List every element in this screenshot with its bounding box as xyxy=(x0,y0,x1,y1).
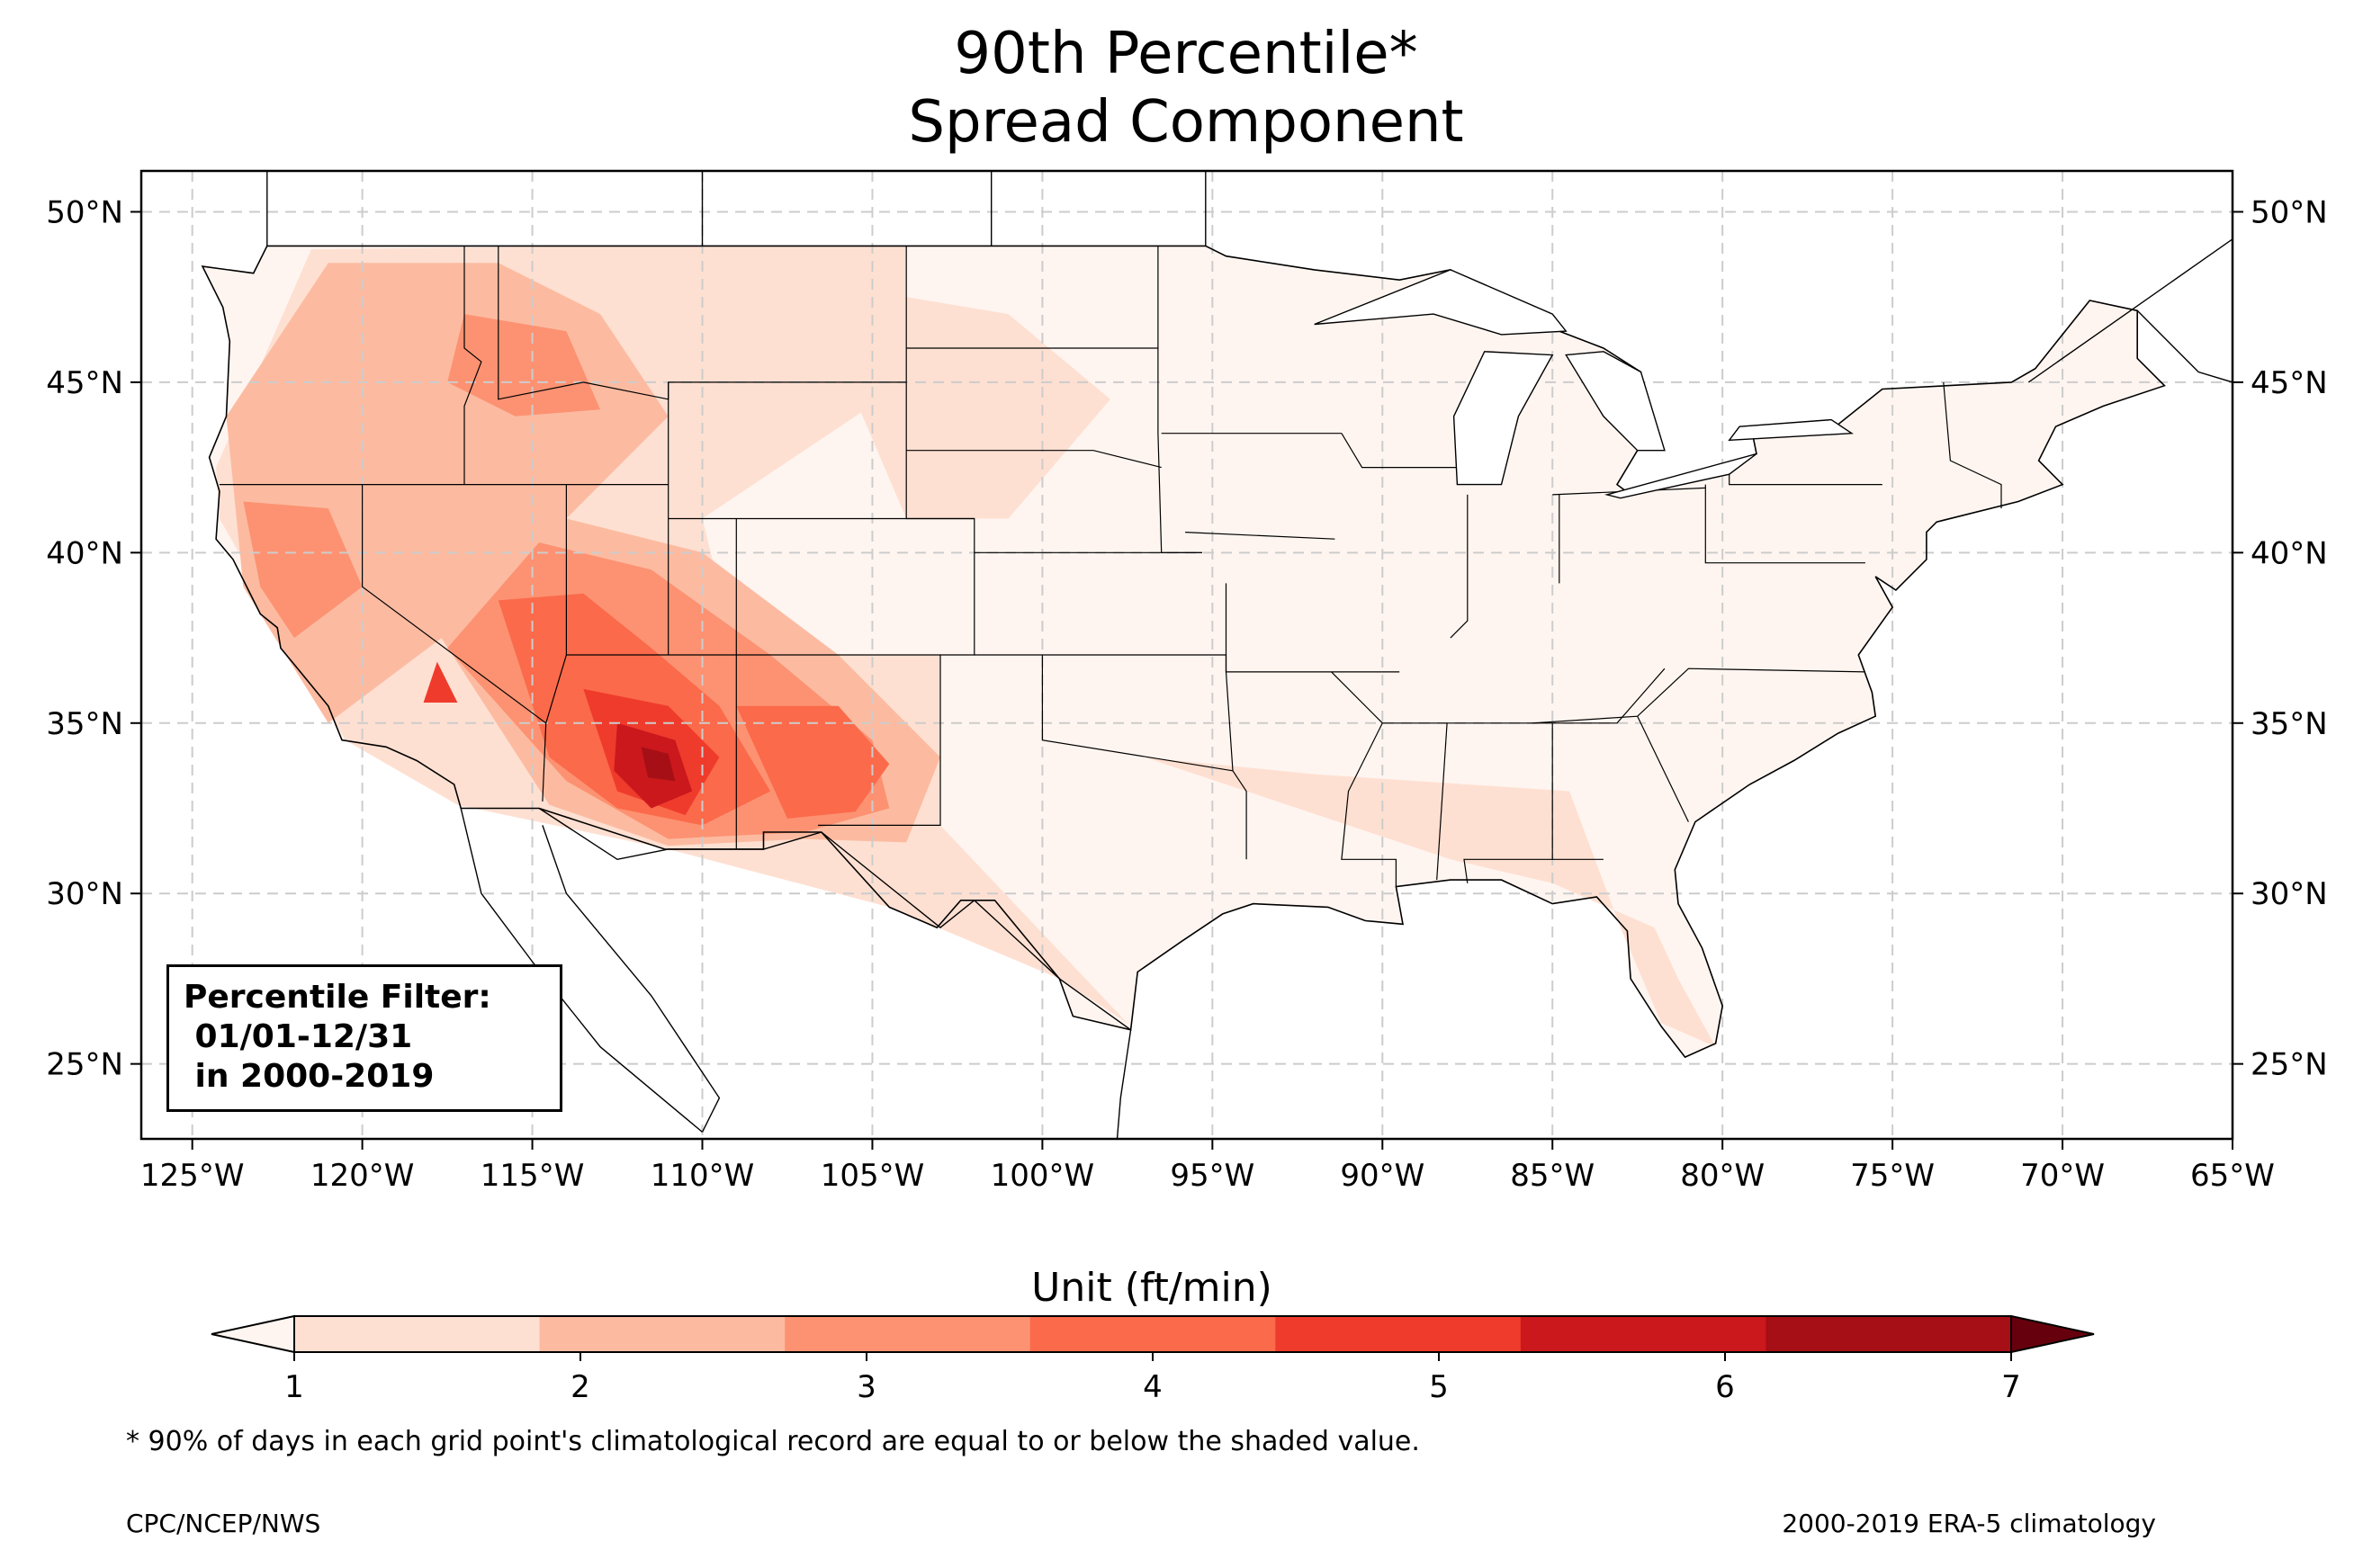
colorbar xyxy=(211,1314,2095,1354)
colorbar-segment xyxy=(539,1316,786,1352)
filter-box-line1: Percentile Filter: xyxy=(184,979,491,1016)
longitude-tick-labels: 125°W 120°W 115°W 110°W 105°W 100°W 95°W 90°W 85… xyxy=(140,1139,2275,1194)
state-border xyxy=(498,246,907,400)
lon-tick-label: 75°W xyxy=(1850,1158,1935,1194)
colorbar-tick-label: 2 xyxy=(571,1369,590,1405)
credit-left: CPC/NCEP/NWS xyxy=(126,1509,321,1538)
lon-tick-label: 125°W xyxy=(140,1158,245,1194)
state-border xyxy=(362,484,547,724)
shade-region-2 xyxy=(804,280,1110,519)
lat-tick-label-right: 35°N xyxy=(2251,706,2328,742)
lat-tick-label-right: 40°N xyxy=(2251,535,2328,571)
lat-tick-label-left: 25°N xyxy=(46,1047,123,1083)
credit-right: 2000-2019 ERA-5 climatology xyxy=(1782,1509,2156,1538)
colorbar-label: Unit (ft/min) xyxy=(1031,1265,1272,1311)
state-border xyxy=(463,246,482,485)
colorbar-segment xyxy=(1520,1316,1766,1352)
state-border xyxy=(1225,583,1247,860)
lat-tick-label-right: 50°N xyxy=(2251,194,2328,230)
state-border xyxy=(1436,722,1448,881)
lat-tick-label-left: 50°N xyxy=(46,194,123,230)
lon-tick-label: 70°W xyxy=(2020,1158,2105,1194)
lon-tick-label: 85°W xyxy=(1510,1158,1595,1194)
neighbor-coastline xyxy=(2027,238,2233,383)
great-lake xyxy=(1728,418,1854,442)
neighbor-coastline xyxy=(2136,309,2233,383)
lon-tick-label: 95°W xyxy=(1170,1158,1254,1194)
neighbor-coastline xyxy=(538,807,1132,1031)
chart-title-line2: Spread Component xyxy=(908,89,1464,156)
lat-tick-label-left: 35°N xyxy=(46,706,123,742)
lat-tick-label-left: 30°N xyxy=(46,876,123,912)
colorbar-tick-labels: 1 2 3 4 5 6 7 xyxy=(284,1352,2021,1405)
neighbor-coastline xyxy=(1116,1029,1132,1139)
shade-region-6 xyxy=(447,314,601,417)
colorbar-segment xyxy=(1766,1316,2012,1352)
state-border xyxy=(1704,484,1865,564)
great-lake xyxy=(1452,351,1554,486)
colorbar-tick-label: 5 xyxy=(1429,1369,1449,1405)
state-border xyxy=(1331,671,1397,887)
percentile-filter-box: Percentile Filter: 01/01-12/31 in 2000-2… xyxy=(166,964,562,1112)
lon-tick-label: 110°W xyxy=(651,1158,755,1194)
state-border xyxy=(1729,474,1882,486)
colorbar-over-arrow xyxy=(2010,1314,2095,1354)
footnote: * 90% of days in each grid point's clima… xyxy=(126,1426,1420,1457)
state-border xyxy=(1341,433,1464,469)
lat-tick-label-right: 45°N xyxy=(2251,365,2328,401)
lon-tick-label: 115°W xyxy=(481,1158,585,1194)
state-border xyxy=(542,484,568,802)
colorbar-segment xyxy=(1275,1316,1522,1352)
colorbar-segment xyxy=(785,1316,1031,1352)
lon-tick-label: 100°W xyxy=(991,1158,1095,1194)
lon-tick-label: 65°W xyxy=(2190,1158,2275,1194)
colorbar-tick-label: 1 xyxy=(284,1369,304,1405)
state-border xyxy=(1532,668,1865,724)
great-lake xyxy=(1604,452,1757,499)
colorbar-tick-label: 4 xyxy=(1143,1369,1163,1405)
lon-tick-label: 120°W xyxy=(310,1158,415,1194)
shade-region-13 xyxy=(641,747,676,782)
spread-shading xyxy=(202,246,2165,1058)
colorbar-segment xyxy=(1029,1316,1276,1352)
filter-box-line3: in 2000-2019 xyxy=(184,1058,435,1095)
state-border xyxy=(1382,668,1666,724)
state-border xyxy=(1637,715,1689,822)
chart-title-line1: 90th Percentile* xyxy=(954,21,1418,87)
state-border xyxy=(906,450,1162,469)
great-lake xyxy=(1565,351,1666,452)
colorbar-tick-label: 7 xyxy=(2001,1369,2021,1405)
state-border xyxy=(1041,655,1234,772)
state-border xyxy=(1943,381,2002,509)
shade-region-7 xyxy=(243,501,363,639)
lat-tick-label-right: 25°N xyxy=(2251,1047,2328,1083)
lat-tick-label-left: 45°N xyxy=(46,365,123,401)
country-state-outlines xyxy=(201,171,2233,1139)
shade-region-9 xyxy=(736,705,890,819)
filter-box-line2: 01/01-12/31 xyxy=(184,1018,413,1055)
state-border xyxy=(1463,722,1553,883)
lon-tick-label: 80°W xyxy=(1680,1158,1765,1194)
latitude-tick-labels: 50°N 50°N 45°N 45°N 40°N 40°N 35°N 35°N 30°N 30°N… xyxy=(46,194,2327,1082)
lon-tick-label: 105°W xyxy=(821,1158,925,1194)
neighbor-coastline xyxy=(542,825,721,1133)
neighbor-coastline xyxy=(460,808,703,1133)
lon-tick-label: 90°W xyxy=(1340,1158,1424,1194)
shade-region-11 xyxy=(423,661,458,703)
colorbar-segment xyxy=(294,1316,541,1352)
colorbar-tick-label: 3 xyxy=(857,1369,876,1405)
colorbar-under-arrow xyxy=(211,1314,295,1354)
state-border xyxy=(1450,494,1469,639)
shade-region-1 xyxy=(1144,757,1716,1047)
lat-tick-label-left: 40°N xyxy=(46,535,123,571)
lat-tick-label-right: 30°N xyxy=(2251,876,2328,912)
state-border xyxy=(1185,532,1335,540)
colorbar-tick-label: 6 xyxy=(1715,1369,1735,1405)
map-frame xyxy=(139,169,2234,1141)
great-lake xyxy=(1314,269,1568,336)
